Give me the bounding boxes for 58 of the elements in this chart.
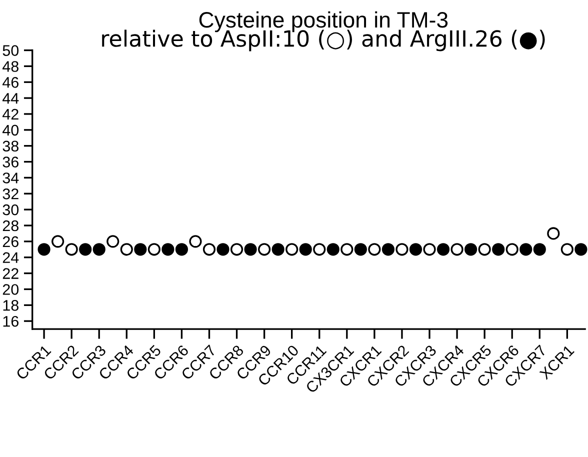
point <box>216 243 230 256</box>
y-tick-label: 30 <box>2 204 19 216</box>
point <box>574 243 588 256</box>
point <box>313 243 326 256</box>
y-tick-label: 44 <box>2 93 19 104</box>
point <box>299 243 312 256</box>
point <box>202 243 216 256</box>
point <box>175 243 188 256</box>
y-tick-label: 48 <box>2 61 18 72</box>
y-tick-label: 50 <box>2 45 19 56</box>
point <box>52 235 64 248</box>
point <box>560 243 574 256</box>
y-tick-label: 40 <box>2 124 19 136</box>
y-tick-label: 32 <box>2 188 18 200</box>
y-tick-label: 20 <box>2 284 19 295</box>
point <box>382 243 395 256</box>
point <box>492 243 505 256</box>
point <box>120 243 133 256</box>
y-tick-label: 42 <box>2 108 18 120</box>
y-tick-label: 46 <box>2 76 18 88</box>
y-tick-label: 22 <box>2 268 18 279</box>
point <box>396 243 408 256</box>
point <box>189 235 202 248</box>
point <box>436 243 450 256</box>
point <box>506 243 518 256</box>
y-tick-label: 34 <box>2 172 19 184</box>
point <box>92 243 106 256</box>
point <box>106 235 120 248</box>
point <box>230 243 244 256</box>
point <box>368 243 381 256</box>
point <box>38 243 50 256</box>
point <box>286 243 298 256</box>
y-tick-label: 16 <box>3 316 18 327</box>
point <box>258 243 271 256</box>
point <box>354 243 367 256</box>
point <box>478 243 491 256</box>
point <box>547 227 560 240</box>
point <box>450 243 464 256</box>
point <box>409 243 422 256</box>
point <box>533 243 546 256</box>
point <box>162 243 174 256</box>
point <box>326 243 340 256</box>
point <box>423 243 436 256</box>
point <box>134 243 147 256</box>
point <box>464 243 478 256</box>
point <box>65 243 78 256</box>
point <box>272 243 284 256</box>
y-tick-label: 18 <box>3 300 18 311</box>
y-tick-label: 26 <box>2 236 18 248</box>
point <box>340 243 354 256</box>
y-tick-label: 28 <box>2 220 18 232</box>
point <box>148 243 160 256</box>
point <box>520 243 532 256</box>
y-tick-label: 24 <box>2 252 19 263</box>
y-tick-label: 36 <box>2 156 18 168</box>
point <box>79 243 92 256</box>
point <box>244 243 257 256</box>
y-tick-label: 38 <box>2 140 18 152</box>
